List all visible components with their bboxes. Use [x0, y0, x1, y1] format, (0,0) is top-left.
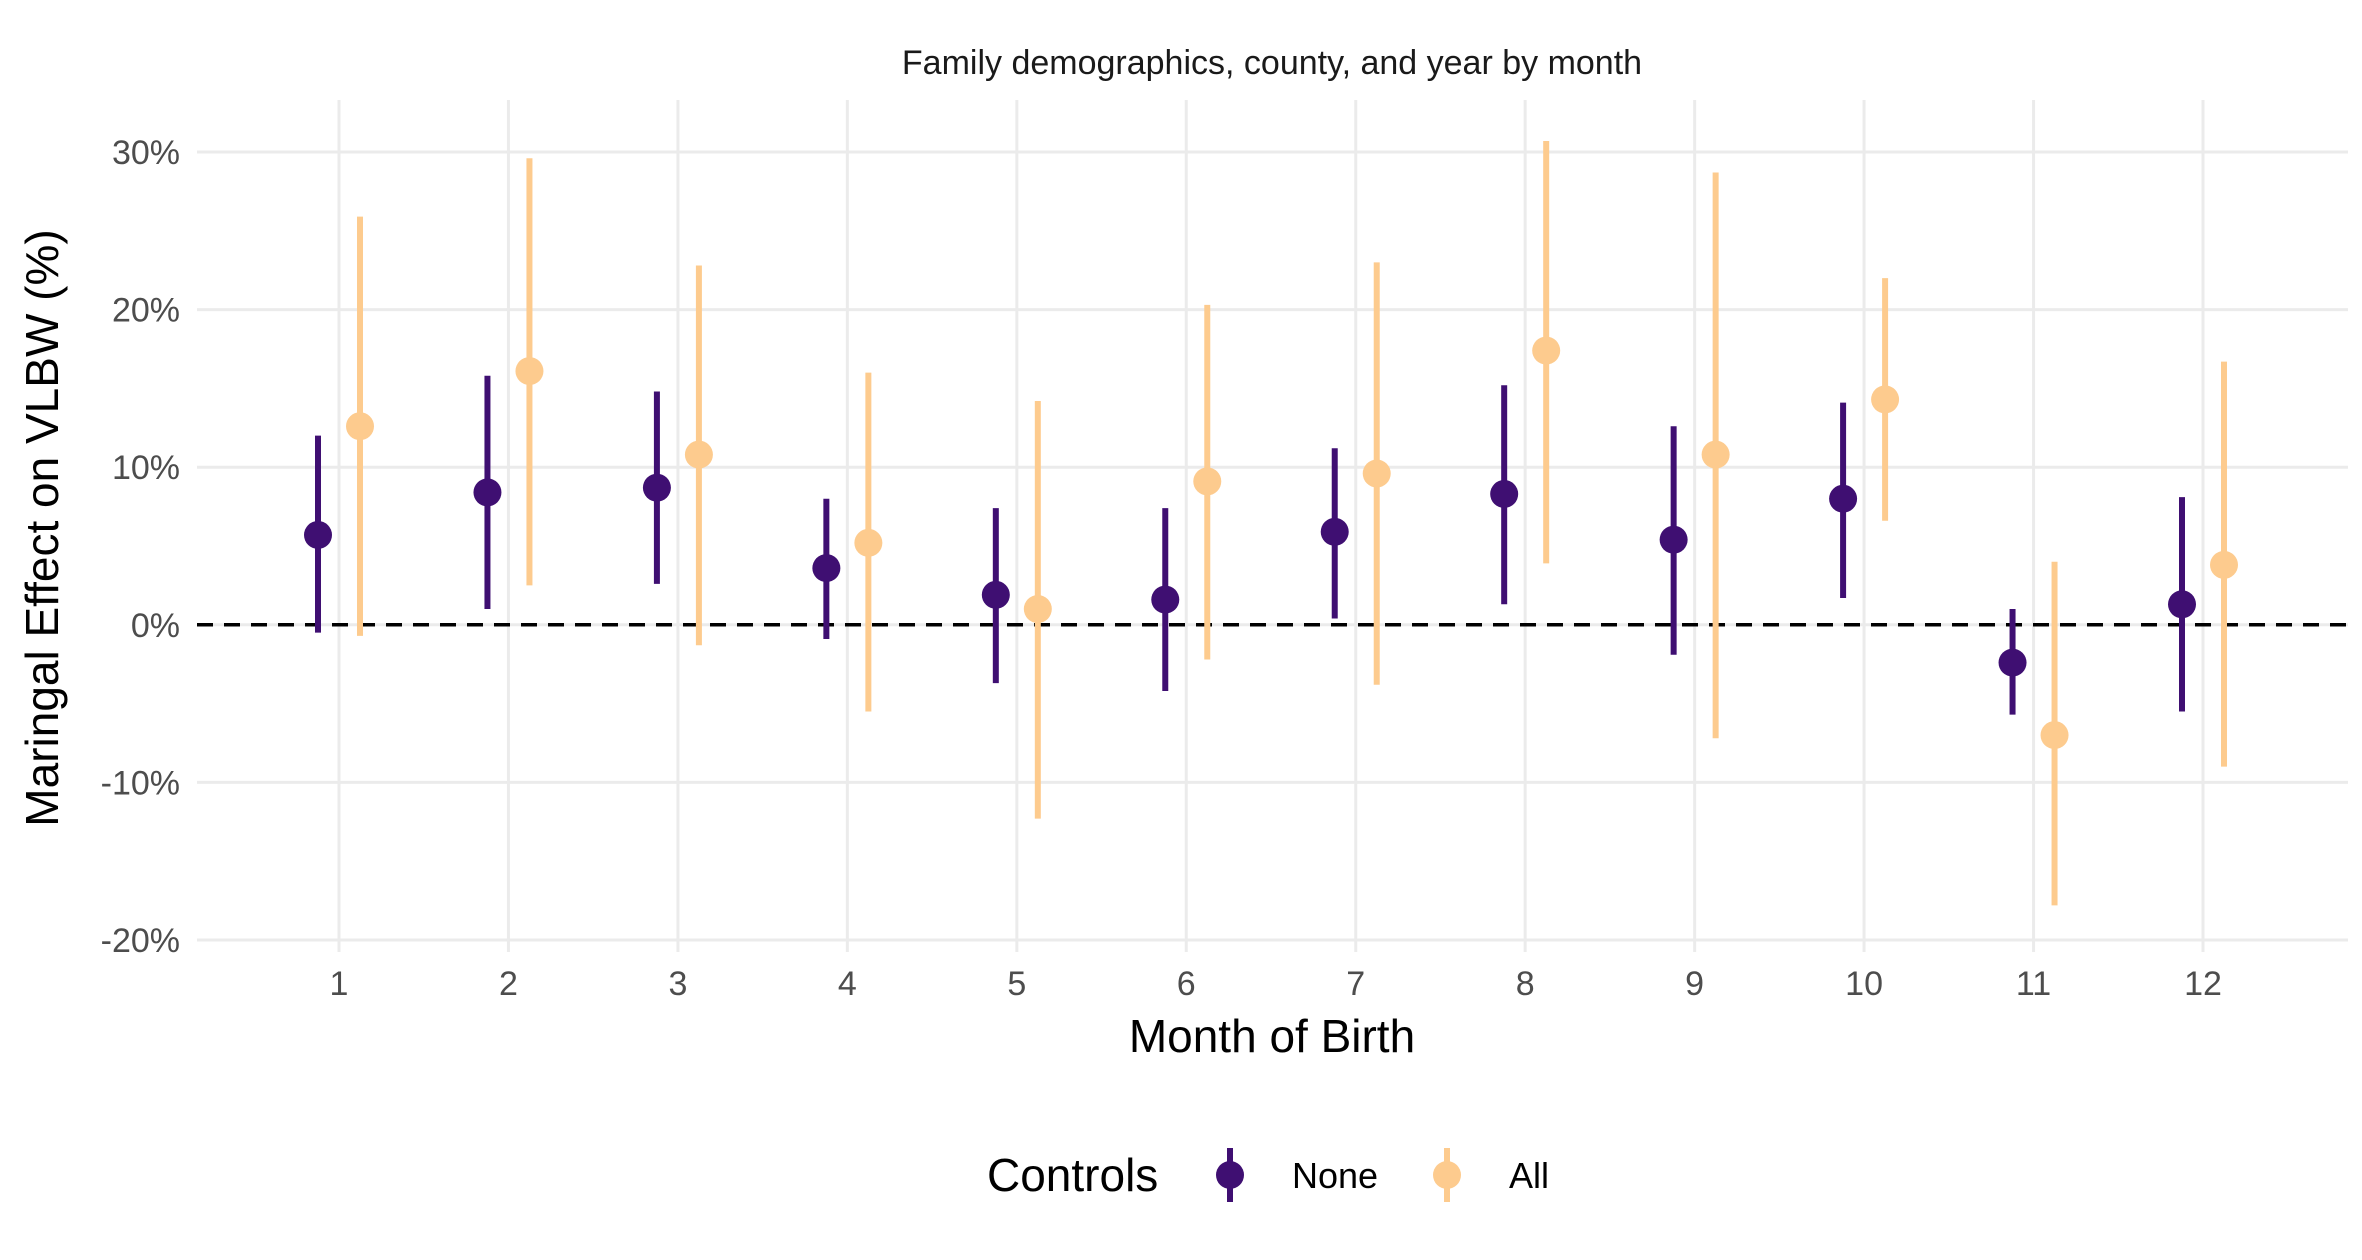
y-tick-label: 10%: [112, 449, 180, 487]
legend-key-point: [1216, 1161, 1244, 1189]
x-tick-label: 2: [499, 965, 518, 1003]
data-point: [515, 357, 544, 386]
x-tick-label: 3: [668, 965, 687, 1003]
legend-items: None All: [1216, 1148, 1549, 1202]
x-tick-label: 12: [2184, 965, 2222, 1003]
data-point: [1490, 479, 1519, 508]
data-point: [1532, 336, 1561, 365]
data-point: [1701, 440, 1730, 469]
x-tick-label: 7: [1346, 965, 1365, 1003]
y-tick-label: 0%: [131, 607, 180, 645]
x-tick-label: 5: [1007, 965, 1026, 1003]
legend-label: None: [1292, 1155, 1378, 1196]
data-point: [684, 440, 713, 469]
series-all: [346, 140, 2238, 906]
x-tick-label: 4: [838, 965, 857, 1003]
legend-label: All: [1509, 1155, 1549, 1196]
chart-marks: [304, 140, 2238, 906]
data-point: [1829, 484, 1858, 513]
series-none: [304, 375, 2196, 715]
x-tick-label: 10: [1845, 965, 1883, 1003]
chart-title: Family demographics, county, and year by…: [902, 44, 1642, 82]
x-tick-label: 8: [1516, 965, 1535, 1003]
legend-key-point: [1433, 1161, 1461, 1189]
x-tick-label: 6: [1177, 965, 1196, 1003]
data-point: [1151, 585, 1180, 614]
x-axis-ticks: 1 2 3 4 5 6 7 8 9 10 11 12: [330, 965, 2222, 1003]
data-point: [1871, 385, 1900, 414]
y-tick-label: 20%: [112, 292, 180, 330]
data-point: [1320, 517, 1349, 546]
data-point: [2040, 721, 2069, 750]
data-point: [1998, 648, 2027, 677]
data-point: [2210, 550, 2238, 579]
x-tick-label: 9: [1685, 965, 1704, 1003]
data-point: [346, 412, 374, 441]
data-point: [473, 478, 502, 507]
data-point: [1193, 467, 1222, 496]
y-axis-title: Maringal Effect on VLBW (%): [16, 229, 68, 826]
y-axis-ticks: 30% 20% 10% 0% -10% -20%: [101, 134, 180, 960]
data-point: [642, 473, 671, 502]
legend: Controls None All: [987, 1148, 1549, 1202]
y-tick-label: -10%: [101, 764, 180, 802]
data-point: [812, 554, 841, 583]
data-point: [854, 528, 883, 557]
data-point: [981, 580, 1010, 609]
x-axis-title: Month of Birth: [1129, 1010, 1415, 1062]
data-point: [2168, 590, 2196, 619]
grid: [197, 100, 2348, 952]
y-tick-label: 30%: [112, 134, 180, 172]
data-point: [1023, 595, 1052, 624]
data-point: [304, 520, 332, 549]
data-point: [1659, 525, 1688, 554]
data-point: [1362, 459, 1391, 488]
y-tick-label: -20%: [101, 922, 180, 960]
x-tick-label: 1: [330, 965, 349, 1003]
legend-title: Controls: [987, 1149, 1158, 1201]
x-tick-label: 11: [2016, 965, 2051, 1003]
